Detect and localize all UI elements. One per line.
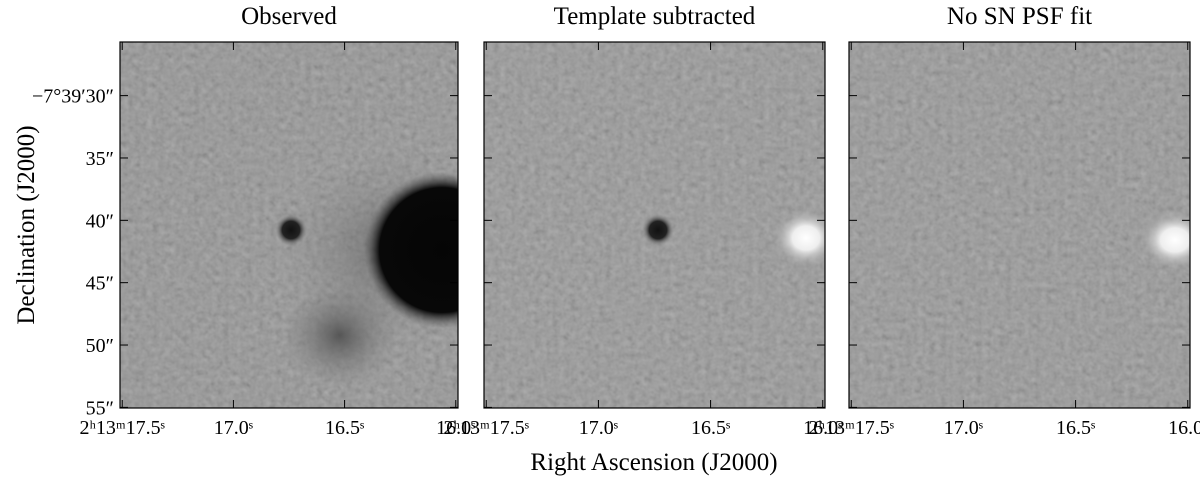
y-tick-label: 45″ — [86, 273, 114, 295]
x-tick-label: 16.5ˢ — [325, 417, 364, 439]
x-tick-label: 2ʰ13ᵐ17.5ˢ — [79, 417, 164, 439]
axes-frame — [483, 41, 826, 409]
x-tick-label: 16.5ˢ — [1056, 417, 1095, 439]
panel-title: Template subtracted — [554, 3, 756, 30]
x-axis-label: Right Ascension (J2000) — [530, 449, 777, 476]
x-tick-label: 2ʰ13ᵐ17.5ˢ — [809, 417, 894, 439]
x-tick-label: 16.0ˢ — [1168, 417, 1200, 439]
x-tick-label: 2ʰ13ᵐ17.5ˢ — [444, 417, 529, 439]
axes-frame — [119, 41, 459, 409]
y-tick-label: 35″ — [86, 148, 114, 170]
panel-title: No SN PSF fit — [947, 3, 1092, 30]
image-no-sn-psf-fit — [849, 42, 1190, 408]
x-tick-label: 17.0ˢ — [944, 417, 983, 439]
panel-title: Observed — [241, 3, 337, 30]
y-axis-label: Declination (J2000) — [13, 125, 40, 324]
axes-frame — [848, 41, 1191, 409]
y-tick-label: −7°39′30″ — [32, 86, 114, 108]
x-tick-label: 17.0ˢ — [214, 417, 253, 439]
image-template-subtracted — [484, 42, 825, 408]
x-tick-label: 16.5ˢ — [691, 417, 730, 439]
x-tick-label: 17.0ˢ — [579, 417, 618, 439]
image-observed — [120, 42, 458, 408]
x-tick-label: 16.0ˢ — [803, 417, 842, 439]
y-tick-label: 50″ — [86, 335, 114, 357]
y-tick-label: 40″ — [86, 210, 114, 232]
y-tick-label: 55″ — [86, 397, 114, 419]
x-tick-label: 16.0ˢ — [436, 417, 475, 439]
